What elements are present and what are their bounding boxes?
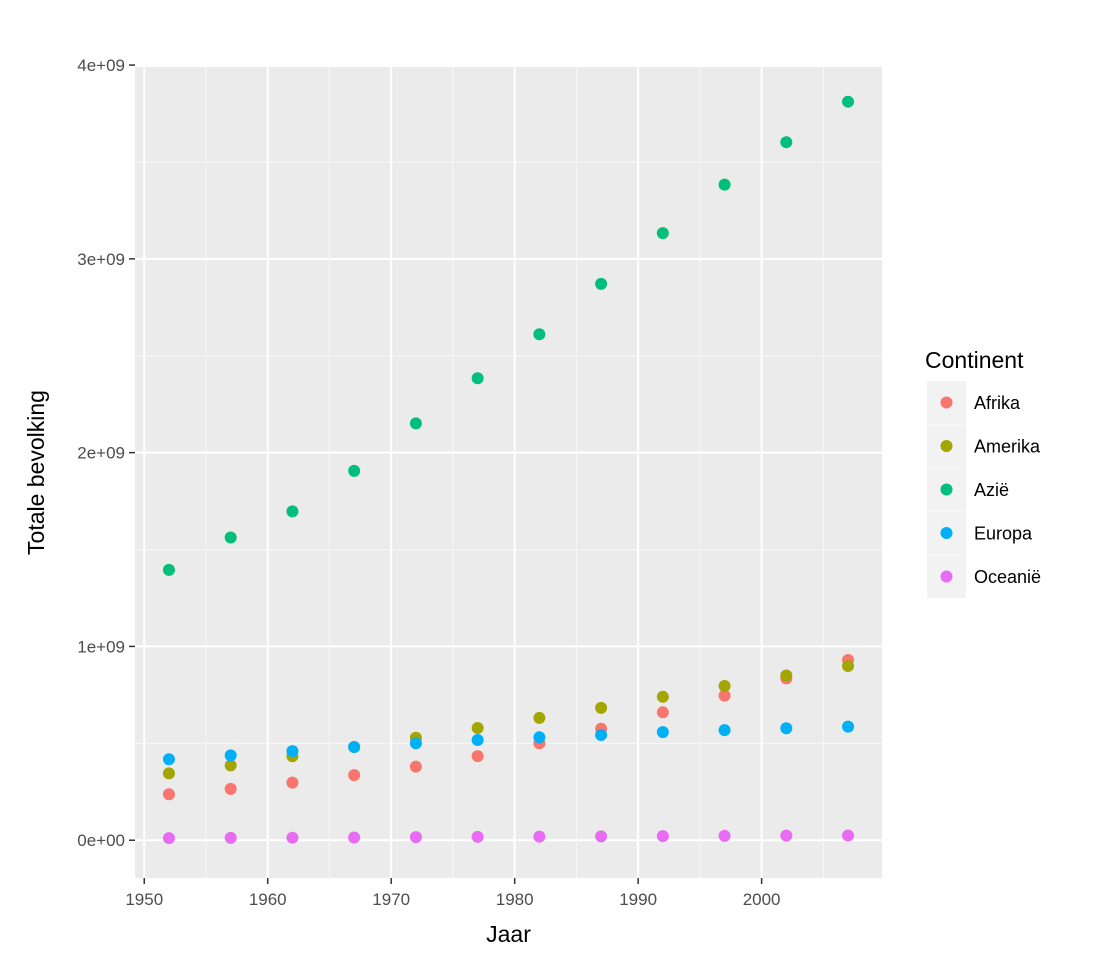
point-amerika-1992 — [656, 690, 669, 703]
point-oceanie-1952 — [162, 832, 175, 845]
point-europa-1957 — [224, 749, 237, 762]
point-europa-2002 — [780, 722, 793, 735]
point-amerika-1982 — [533, 711, 546, 724]
x-tick-label: 2000 — [743, 890, 781, 909]
x-tick-label: 1990 — [619, 890, 657, 909]
point-azie-1952 — [162, 563, 175, 576]
legend-marker-europa — [940, 527, 953, 539]
point-azie-1997 — [718, 178, 731, 191]
legend-label-afrika: Afrika — [974, 393, 1021, 413]
point-amerika-1987 — [595, 701, 608, 714]
point-azie-1962 — [286, 505, 299, 518]
point-amerika-2002 — [780, 669, 793, 682]
point-oceanie-1982 — [533, 830, 546, 843]
legend-label-europa: Europa — [974, 524, 1033, 544]
point-amerika-1977 — [471, 722, 484, 735]
point-europa-1977 — [471, 734, 484, 747]
point-afrika-1992 — [656, 706, 669, 719]
y-axis: 0e+00 1e+09 2e+09 3e+09 4e+09 — [77, 56, 135, 850]
y-axis-title: Totale bevolking — [23, 390, 49, 555]
point-europa-1987 — [595, 728, 608, 741]
x-tick-label: 1970 — [372, 890, 410, 909]
point-amerika-1952 — [162, 767, 175, 780]
point-afrika-1977 — [471, 750, 484, 763]
point-azie-2002 — [780, 136, 793, 149]
point-oceanie-2007 — [842, 829, 855, 842]
legend-label-oceanie: Oceanië — [974, 567, 1041, 587]
x-tick-label: 1950 — [125, 890, 163, 909]
legend-marker-oceanie — [940, 570, 953, 583]
legend-label-azie: Azië — [974, 480, 1009, 500]
y-tick-label: 3e+09 — [77, 250, 125, 269]
legend-label-amerika: Amerika — [974, 437, 1041, 457]
legend-marker-amerika — [940, 440, 953, 452]
legend: Continent Afrika Amerika Azië Europa Oceanië — [925, 347, 1041, 598]
point-afrika-1972 — [409, 760, 422, 773]
point-oceanie-1977 — [471, 830, 484, 843]
point-azie-1982 — [533, 328, 546, 341]
point-oceanie-1967 — [348, 831, 361, 844]
point-europa-1997 — [718, 724, 731, 737]
point-afrika-1952 — [162, 788, 175, 801]
point-europa-1992 — [656, 726, 669, 739]
point-europa-1982 — [533, 731, 546, 744]
point-amerika-2007 — [842, 659, 855, 672]
legend-marker-afrika — [940, 396, 953, 409]
point-europa-1972 — [409, 737, 422, 750]
point-amerika-1957 — [224, 759, 237, 772]
point-azie-1967 — [348, 464, 361, 477]
y-tick-label: 4e+09 — [77, 56, 125, 75]
major-gridlines — [135, 64, 882, 878]
x-axis: 1950 1960 1970 1980 1990 2000 — [125, 878, 781, 909]
point-europa-1962 — [286, 745, 299, 758]
plot-panel — [135, 67, 882, 878]
y-tick-label: 0e+00 — [77, 831, 125, 850]
point-oceanie-1997 — [718, 829, 731, 842]
point-azie-1987 — [595, 277, 608, 290]
point-afrika-1967 — [348, 769, 361, 782]
point-afrika-1962 — [286, 776, 299, 789]
point-afrika-1957 — [224, 782, 237, 795]
point-oceanie-1962 — [286, 831, 299, 844]
x-axis-title: Jaar — [486, 921, 531, 947]
legend-title: Continent — [925, 347, 1024, 373]
point-europa-2007 — [842, 720, 855, 733]
point-azie-1972 — [409, 417, 422, 430]
point-azie-2007 — [842, 95, 855, 108]
legend-marker-azie — [940, 483, 953, 496]
x-tick-label: 1960 — [249, 890, 287, 909]
point-amerika-1997 — [718, 679, 731, 692]
point-europa-1952 — [162, 753, 175, 766]
point-azie-1957 — [224, 531, 237, 544]
point-oceanie-1992 — [656, 830, 669, 843]
y-tick-label: 1e+09 — [77, 637, 125, 656]
point-oceanie-1972 — [409, 831, 422, 844]
point-afrika-1997 — [718, 689, 731, 702]
point-oceanie-1957 — [224, 831, 237, 844]
point-oceanie-2002 — [780, 829, 793, 842]
x-tick-label: 1980 — [496, 890, 534, 909]
point-azie-1992 — [656, 227, 669, 240]
point-azie-1977 — [471, 372, 484, 385]
data-points — [162, 95, 855, 845]
point-oceanie-1987 — [595, 830, 608, 843]
point-europa-1967 — [348, 740, 361, 753]
minor-gridlines — [135, 67, 882, 878]
y-tick-label: 2e+09 — [77, 444, 125, 463]
